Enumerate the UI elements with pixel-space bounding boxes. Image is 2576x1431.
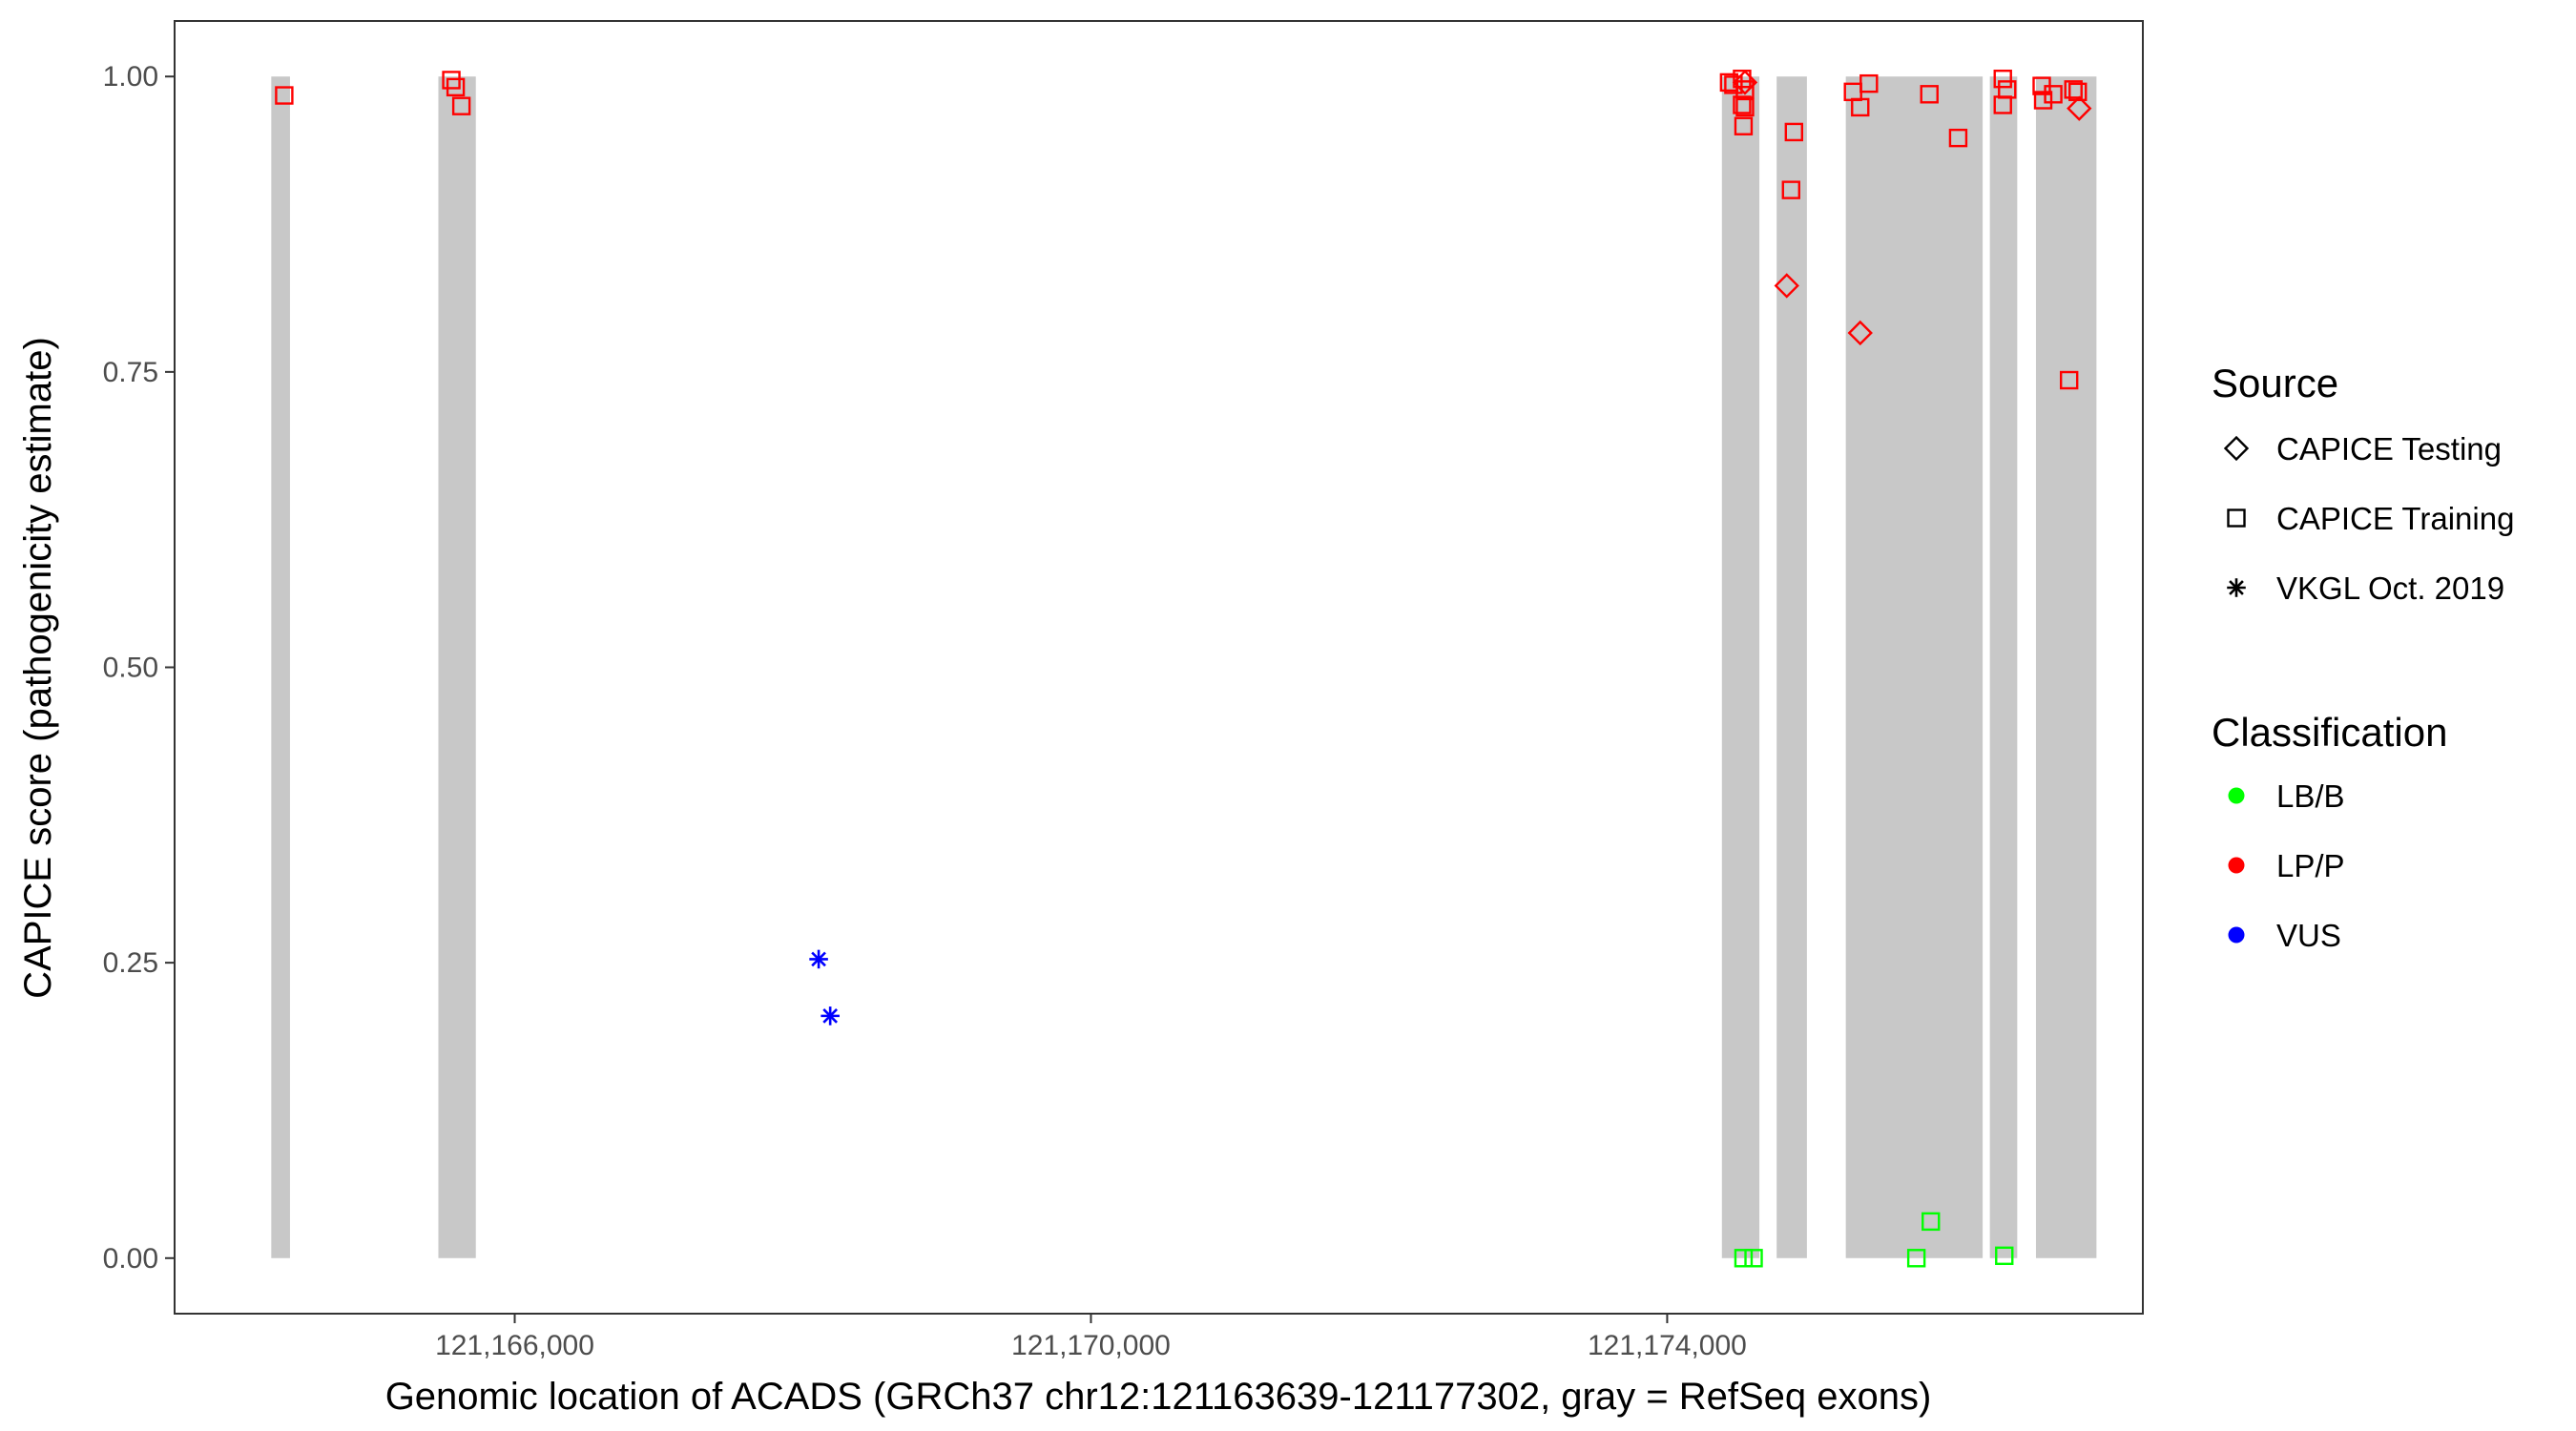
x-tick-label: 121,170,000 xyxy=(1011,1330,1171,1361)
data-point xyxy=(1859,73,1879,93)
data-point xyxy=(2033,91,2053,110)
data-point xyxy=(1995,1246,2014,1266)
exon-bands xyxy=(271,76,2097,1258)
legend-classification-label: LB/B xyxy=(2276,778,2345,814)
data-point xyxy=(2044,85,2063,104)
exon-band xyxy=(1721,76,1760,1258)
data-point xyxy=(809,949,828,969)
x-tick-label: 121,174,000 xyxy=(1588,1330,1747,1361)
data-point xyxy=(1781,180,1800,199)
exon-band xyxy=(438,76,476,1258)
exon-band xyxy=(1845,76,1984,1258)
legend-classification-items: LB/B LP/P VUS xyxy=(2228,778,2345,953)
exon-band xyxy=(2035,76,2097,1258)
y-tick-label: 0.50 xyxy=(103,653,158,684)
data-point xyxy=(1784,122,1803,142)
legend-source-key xyxy=(2227,578,2246,597)
legend-classification-label: LP/P xyxy=(2276,848,2345,883)
legend-source-items: CAPICE Testing CAPICE Training VKGL Oct. 2… xyxy=(2223,431,2514,606)
data-point xyxy=(1734,116,1754,135)
data-point xyxy=(1734,1249,1754,1268)
y-tick-label: 0.00 xyxy=(103,1243,158,1275)
data-point xyxy=(1735,97,1755,117)
data-point xyxy=(2064,80,2083,99)
y-axis-label: CAPICE score (pathogenicity estimate) xyxy=(17,337,59,999)
legend-source-label: VKGL Oct. 2019 xyxy=(2276,570,2504,606)
exon-band xyxy=(1989,76,2018,1258)
legend: Source CAPICE Testing CAPICE Training VKGL… xyxy=(2212,361,2514,953)
data-point xyxy=(1851,97,1870,117)
data-point xyxy=(1993,69,2012,89)
data-point xyxy=(2059,370,2079,390)
data-point xyxy=(1922,1212,1941,1232)
legend-classification-label: VUS xyxy=(2276,918,2341,953)
y-tick-label: 0.75 xyxy=(103,357,158,388)
data-point xyxy=(275,86,294,105)
data-point xyxy=(821,1006,840,1026)
exon-band xyxy=(1776,76,1807,1258)
data-point xyxy=(1993,95,2012,114)
legend-source-key xyxy=(2223,435,2250,462)
legend-classification-key xyxy=(2228,857,2245,874)
data-point xyxy=(1920,85,1939,104)
x-axis-label: Genomic location of ACADS (GRCh37 chr12:… xyxy=(385,1376,1932,1418)
data-point xyxy=(1774,273,1799,299)
legend-classification-key xyxy=(2228,787,2245,804)
x-tick-label: 121,166,000 xyxy=(435,1330,594,1361)
legend-source-key xyxy=(2227,508,2246,528)
x-axis: 121,166,000 121,170,000 121,174,000 xyxy=(435,1314,1747,1361)
data-point xyxy=(451,96,471,115)
legend-source-label: CAPICE Training xyxy=(2276,501,2514,536)
legend-source-label: CAPICE Testing xyxy=(2276,431,2502,467)
y-tick-label: 1.00 xyxy=(103,61,158,93)
data-point xyxy=(1948,128,1968,148)
data-point xyxy=(446,77,466,97)
data-points xyxy=(275,69,2092,1268)
data-point xyxy=(2067,95,2092,121)
legend-classification-key xyxy=(2228,926,2245,944)
y-axis: 0.00 0.25 0.50 0.75 1.00 xyxy=(103,61,175,1275)
data-point xyxy=(1733,95,1752,114)
data-point xyxy=(1906,1249,1926,1268)
y-tick-label: 0.25 xyxy=(103,947,158,979)
data-point xyxy=(1847,320,1873,346)
data-point xyxy=(1744,1249,1763,1268)
data-point xyxy=(1732,70,1758,95)
exon-band xyxy=(271,76,290,1258)
legend-classification-title: Classification xyxy=(2212,710,2447,755)
legend-source-title: Source xyxy=(2212,361,2338,405)
data-point xyxy=(1733,69,1752,89)
